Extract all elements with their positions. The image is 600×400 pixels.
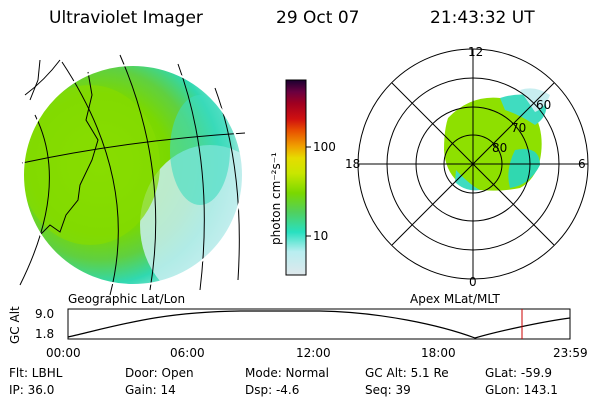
- ip-status: IP: 36.0: [9, 383, 55, 397]
- mlt-label-6: 6: [578, 157, 586, 171]
- altitude-track: [67, 308, 571, 340]
- glat-status: GLat: -59.9: [485, 366, 552, 380]
- altitude-xtick-0600: 06:00: [170, 346, 205, 360]
- app-title: Ultraviolet Imager: [49, 8, 203, 28]
- gain-status: Gain: 14: [125, 383, 176, 397]
- altitude-xtick-1800: 18:00: [421, 346, 456, 360]
- mlt-label-0: 0: [469, 275, 477, 289]
- polar-panel-label: Apex MLat/MLT: [410, 292, 500, 306]
- colorbar-tick-10: 10: [313, 229, 329, 243]
- date-label: 29 Oct 07: [276, 8, 360, 28]
- mlt-label-12: 12: [468, 45, 484, 59]
- mlat-label-60: 60: [536, 98, 552, 112]
- polar-plot: [357, 48, 589, 280]
- geographic-image: [19, 54, 246, 296]
- mlat-label-70: 70: [511, 121, 527, 135]
- gc-alt-status: GC Alt: 5.1 Re: [365, 366, 449, 380]
- mlat-label-80: 80: [492, 141, 508, 155]
- door-status: Door: Open: [125, 366, 194, 380]
- colorbar: [285, 79, 311, 276]
- colorbar-unit-label: photon cm⁻²s⁻¹: [269, 152, 283, 245]
- altitude-ytick-bottom: 1.8: [35, 327, 55, 341]
- glon-status: GLon: 143.1: [485, 383, 558, 397]
- altitude-xtick-1200: 12:00: [296, 346, 331, 360]
- dsp-status: Dsp: -4.6: [245, 383, 300, 397]
- altitude-ytick-top: 9.0: [35, 307, 55, 321]
- colorbar-tick-100: 100: [313, 140, 336, 154]
- altitude-xtick-0000: 00:00: [46, 346, 81, 360]
- geographic-panel-label: Geographic Lat/Lon: [68, 292, 186, 306]
- mode-status: Mode: Normal: [245, 366, 329, 380]
- filter-status: Flt: LBHL: [9, 366, 63, 380]
- altitude-xtick-2359: 23:59: [553, 346, 588, 360]
- altitude-ylabel: GC Alt: [8, 306, 22, 344]
- mlt-label-18: 18: [345, 157, 361, 171]
- seq-status: Seq: 39: [365, 383, 411, 397]
- time-label: 21:43:32 UT: [430, 8, 535, 28]
